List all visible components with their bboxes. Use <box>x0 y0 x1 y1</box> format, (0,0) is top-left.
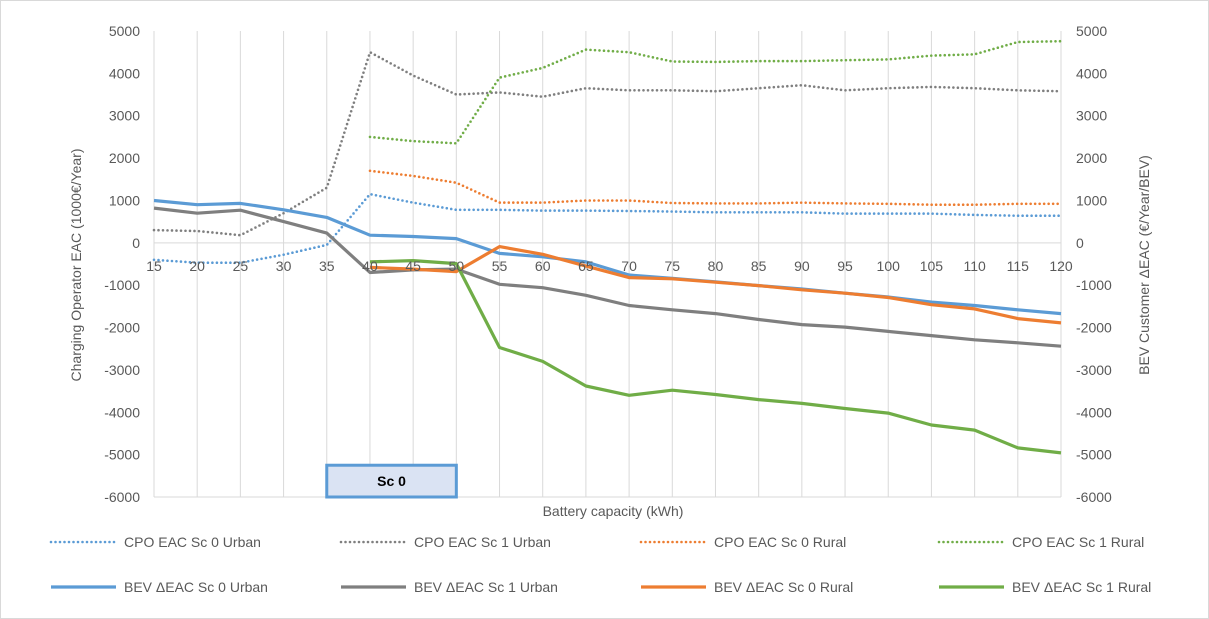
right-y-tick-label: 5000 <box>1076 23 1107 39</box>
left-y-tick-label: 2000 <box>109 150 140 166</box>
right-y-tick-label: 3000 <box>1076 108 1107 124</box>
x-tick-label: 60 <box>535 258 551 274</box>
series-line-0 <box>152 192 1063 265</box>
series-line-1 <box>152 50 1063 237</box>
scenario-annotation: Sc 0 <box>325 463 458 499</box>
x-tick-label: 50 <box>449 258 465 274</box>
right-y-tick-label: 1000 <box>1076 192 1107 208</box>
right-y-tick-label: -6000 <box>1076 489 1112 505</box>
left-y-tick-label: 4000 <box>109 65 140 81</box>
left-y-tick-label: 1000 <box>109 192 140 208</box>
x-tick-label: 15 <box>146 258 162 274</box>
left-y-tick-label: -5000 <box>104 447 140 463</box>
left-y-tick-label: -1000 <box>104 277 140 293</box>
x-axis-title: Battery capacity (kWh) <box>543 503 684 519</box>
series-line-7 <box>369 259 1062 455</box>
x-tick-label: 30 <box>276 258 292 274</box>
right-y-tick-label: -5000 <box>1076 447 1112 463</box>
legend: CPO EAC Sc 0 Urban CPO EAC Sc 1 Urban CPO … <box>49 534 1151 595</box>
legend-label-3: CPO EAC Sc 1 Rural <box>1012 534 1144 550</box>
series-line-5 <box>153 206 1062 348</box>
annotation-box <box>325 463 458 499</box>
x-tick-label: 75 <box>664 258 680 274</box>
right-y-tick-label: 0 <box>1076 235 1084 251</box>
legend-label-4: BEV ΔEAC Sc 0 Urban <box>124 579 268 595</box>
series-line-6 <box>369 245 1062 325</box>
x-tick-label: 20 <box>189 258 205 274</box>
x-tick-label: 105 <box>920 258 944 274</box>
x-tick-label: 85 <box>751 258 767 274</box>
left-y-ticks: 5000 4000 3000 2000 1000 0 -1000 -2000 -3000 -400… <box>104 23 140 505</box>
left-y-tick-label: 0 <box>132 235 140 251</box>
x-ticks: 15 20 25 30 35 40 45 50 55 60 65 70 75 80 85 90 95 100 105… <box>146 258 1073 274</box>
right-y-tick-label: -1000 <box>1076 277 1112 293</box>
left-y-axis-title: Charging Operator EAC (1000€/Year) <box>68 149 84 382</box>
x-tick-label: 40 <box>362 258 378 274</box>
annotation-label: Sc 0 <box>377 473 406 489</box>
legend-label-5: BEV ΔEAC Sc 1 Urban <box>414 579 558 595</box>
right-y-tick-label: -3000 <box>1076 362 1112 378</box>
x-tick-label: 120 <box>1049 258 1073 274</box>
right-y-axis-title: BEV Customer ΔEAC (€/Year/BEV) <box>1136 155 1152 375</box>
series-line-3 <box>368 39 1063 145</box>
x-tick-label: 70 <box>621 258 637 274</box>
right-y-tick-label: 4000 <box>1076 65 1107 81</box>
x-tick-label: 95 <box>837 258 853 274</box>
legend-label-1: CPO EAC Sc 1 Urban <box>414 534 551 550</box>
axes <box>153 31 1062 498</box>
right-y-tick-label: 2000 <box>1076 150 1107 166</box>
x-tick-label: 110 <box>963 258 986 274</box>
legend-label-2: CPO EAC Sc 0 Rural <box>714 534 846 550</box>
x-tick-label: 100 <box>877 258 901 274</box>
right-y-tick-label: -4000 <box>1076 404 1112 420</box>
right-y-ticks: 5000 4000 3000 2000 1000 0 -1000 -2000 -3000 -400… <box>1076 23 1112 505</box>
left-y-tick-label: 5000 <box>109 23 140 39</box>
x-tick-label: 115 <box>1007 258 1030 274</box>
legend-label-0: CPO EAC Sc 0 Urban <box>124 534 261 550</box>
left-y-tick-label: -6000 <box>104 489 140 505</box>
series-line-2 <box>368 169 1063 206</box>
left-y-tick-label: -3000 <box>104 362 140 378</box>
series-lines <box>152 39 1063 455</box>
left-y-tick-label: 3000 <box>109 108 140 124</box>
x-tick-label: 35 <box>319 258 335 274</box>
x-tick-label: 55 <box>492 258 508 274</box>
legend-label-7: BEV ΔEAC Sc 1 Rural <box>1012 579 1151 595</box>
legend-label-6: BEV ΔEAC Sc 0 Rural <box>714 579 853 595</box>
x-tick-label: 25 <box>233 258 249 274</box>
left-y-tick-label: -4000 <box>104 404 140 420</box>
x-tick-label: 90 <box>794 258 810 274</box>
right-y-tick-label: -2000 <box>1076 320 1112 336</box>
x-tick-label: 45 <box>405 258 421 274</box>
left-y-tick-label: -2000 <box>104 320 140 336</box>
x-tick-label: 65 <box>578 258 594 274</box>
x-tick-label: 80 <box>708 258 724 274</box>
